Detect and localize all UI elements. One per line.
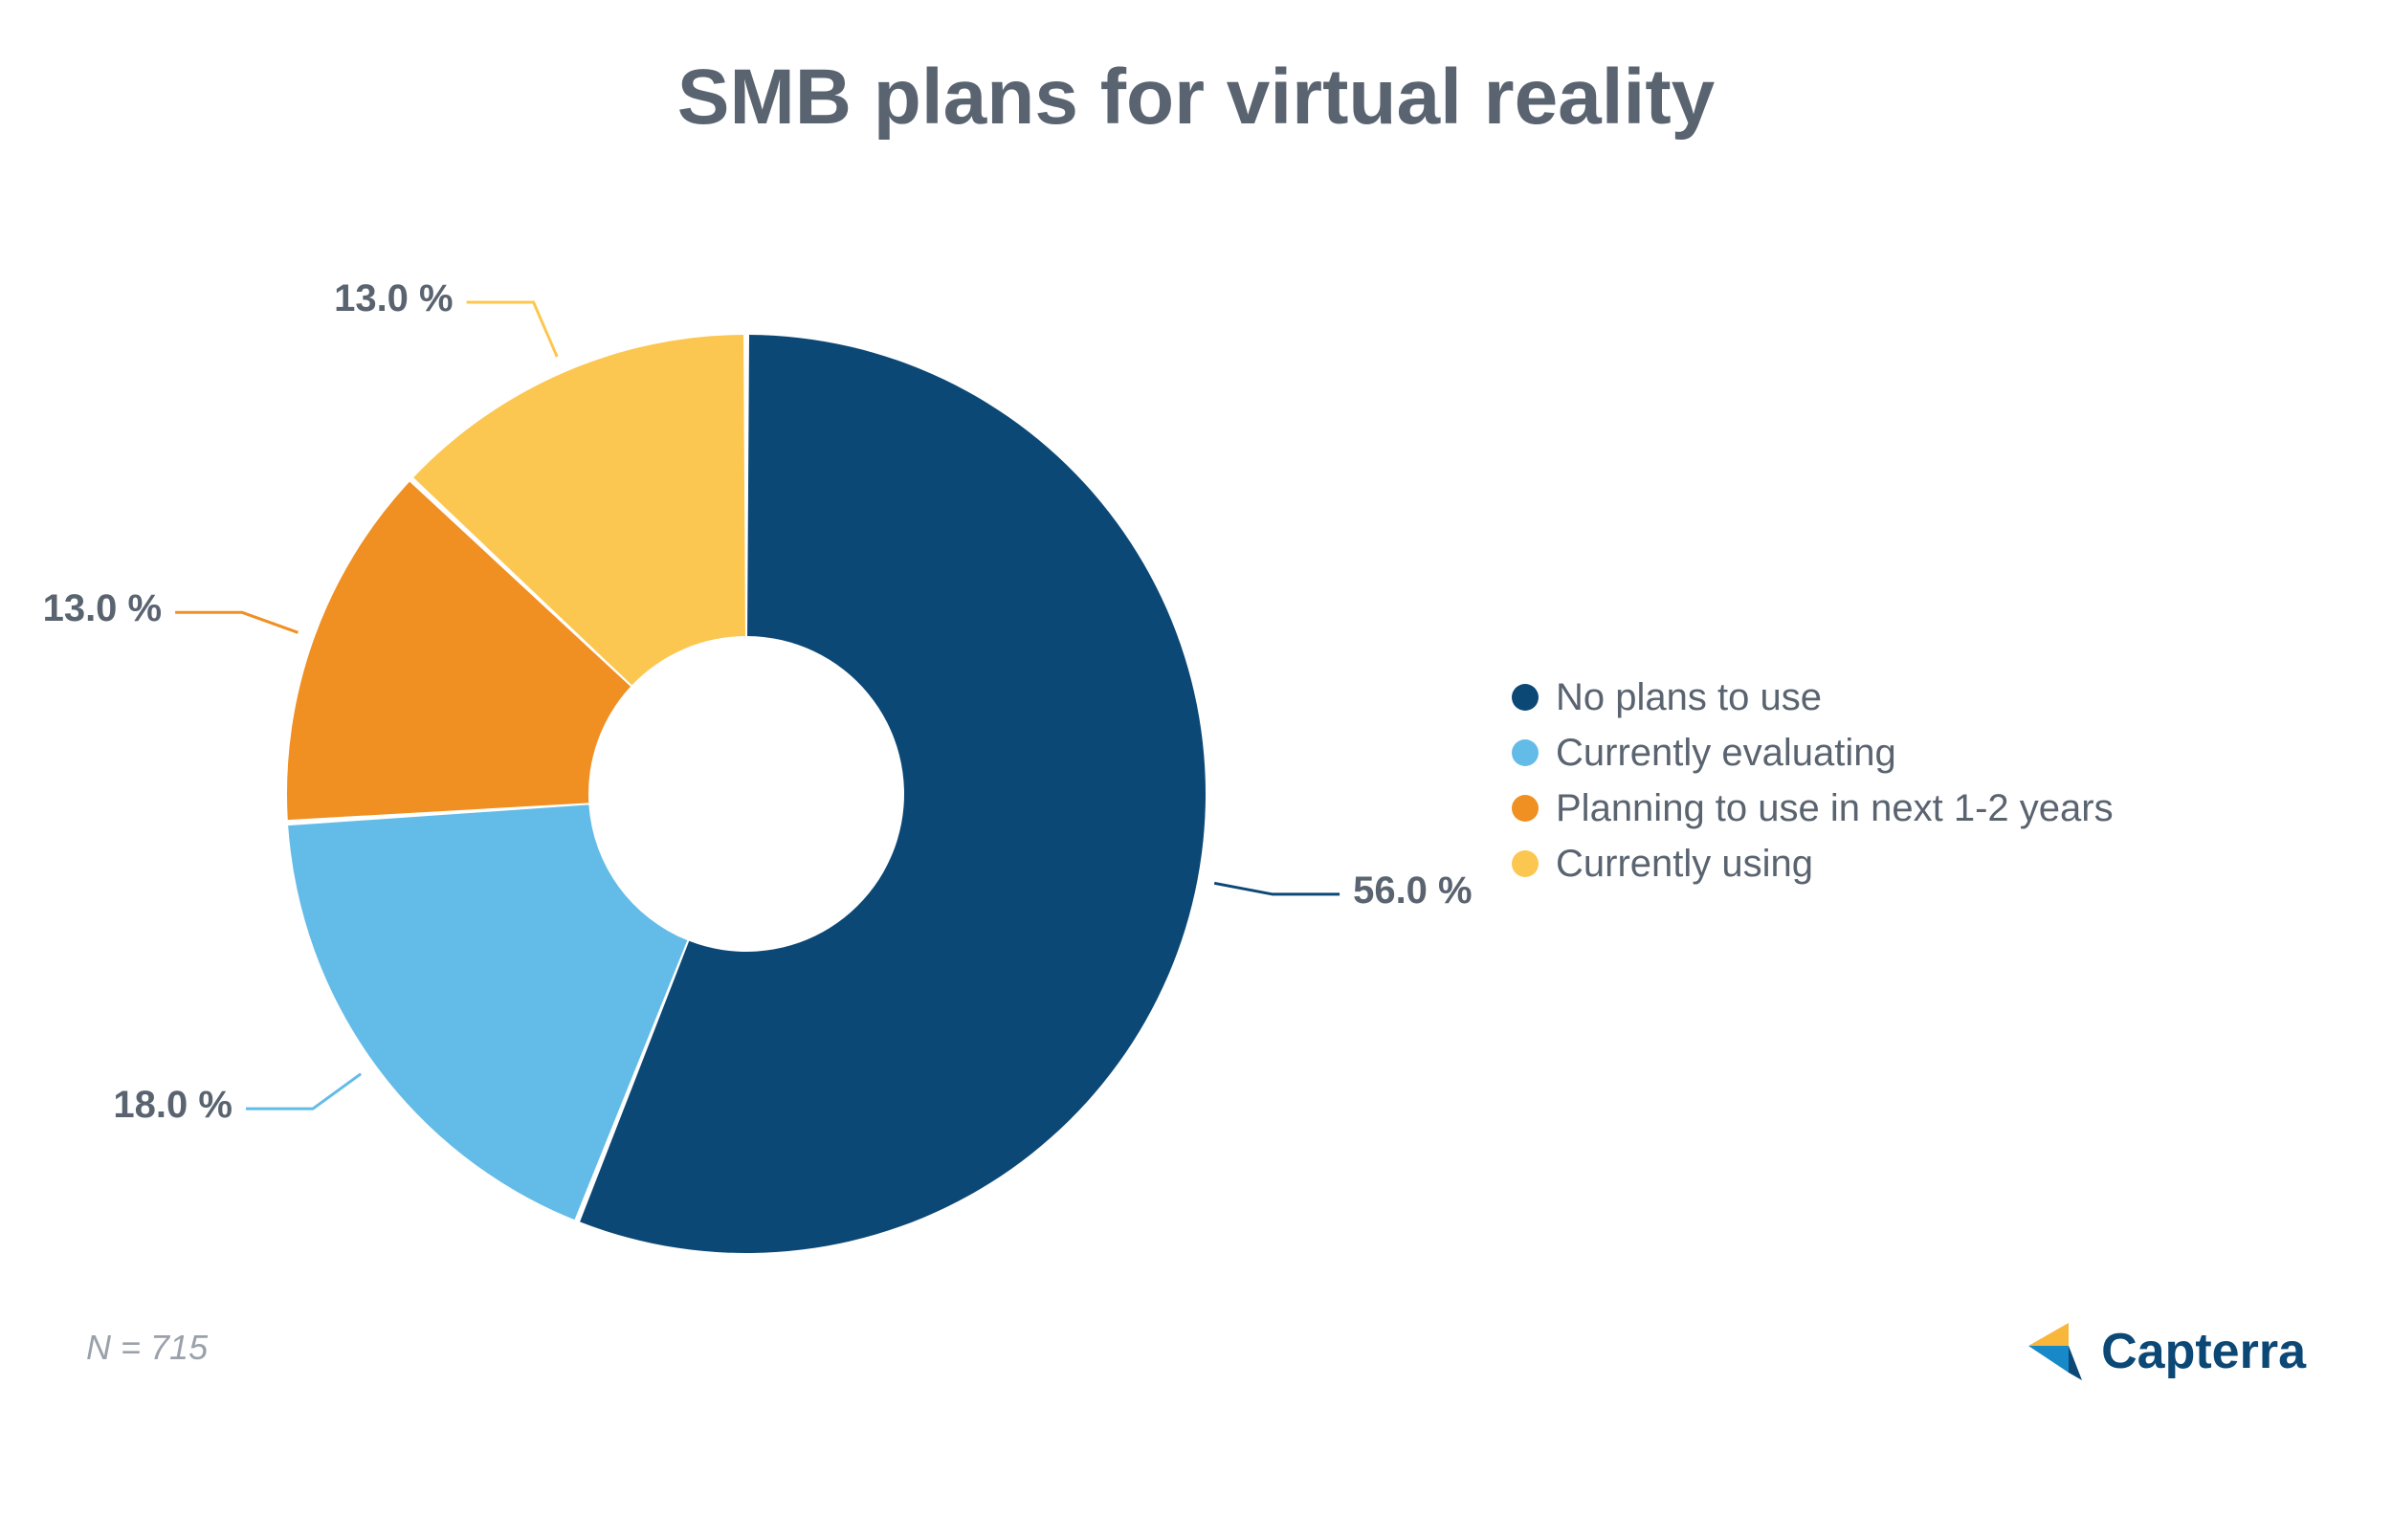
- legend-item: No plans to use: [1512, 670, 2114, 725]
- leader-line: [246, 1074, 361, 1109]
- capterra-logo: Capterra: [2027, 1321, 2306, 1382]
- leader-line: [1214, 883, 1340, 894]
- slice-label: 13.0 %: [43, 587, 163, 630]
- legend-label: No plans to use: [1556, 676, 1822, 719]
- capterra-arrow-icon: [2027, 1321, 2088, 1382]
- leader-line: [467, 302, 558, 357]
- slice-label: 13.0 %: [334, 277, 454, 320]
- donut-chart: [0, 48, 1493, 1540]
- legend-swatch: [1512, 739, 1539, 766]
- slice-label: 18.0 %: [113, 1084, 233, 1127]
- slice-label: 56.0 %: [1353, 869, 1473, 913]
- sample-size-footnote: N = 715: [86, 1328, 208, 1368]
- legend-label: Currently evaluating: [1556, 732, 1896, 775]
- capterra-wordmark: Capterra: [2101, 1323, 2306, 1380]
- legend: No plans to use Currently evaluating Plann…: [1512, 670, 2114, 891]
- legend-item: Planning to use in next 1-2 years: [1512, 781, 2114, 836]
- legend-label: Planning to use in next 1-2 years: [1556, 787, 2114, 830]
- legend-swatch: [1512, 850, 1539, 877]
- legend-item: Currently using: [1512, 836, 2114, 891]
- legend-swatch: [1512, 684, 1539, 711]
- legend-swatch: [1512, 795, 1539, 822]
- legend-label: Currently using: [1556, 843, 1813, 886]
- chart-stage: SMB plans for virtual reality No plans t…: [0, 0, 2392, 1435]
- leader-line: [175, 612, 298, 632]
- legend-item: Currently evaluating: [1512, 725, 2114, 781]
